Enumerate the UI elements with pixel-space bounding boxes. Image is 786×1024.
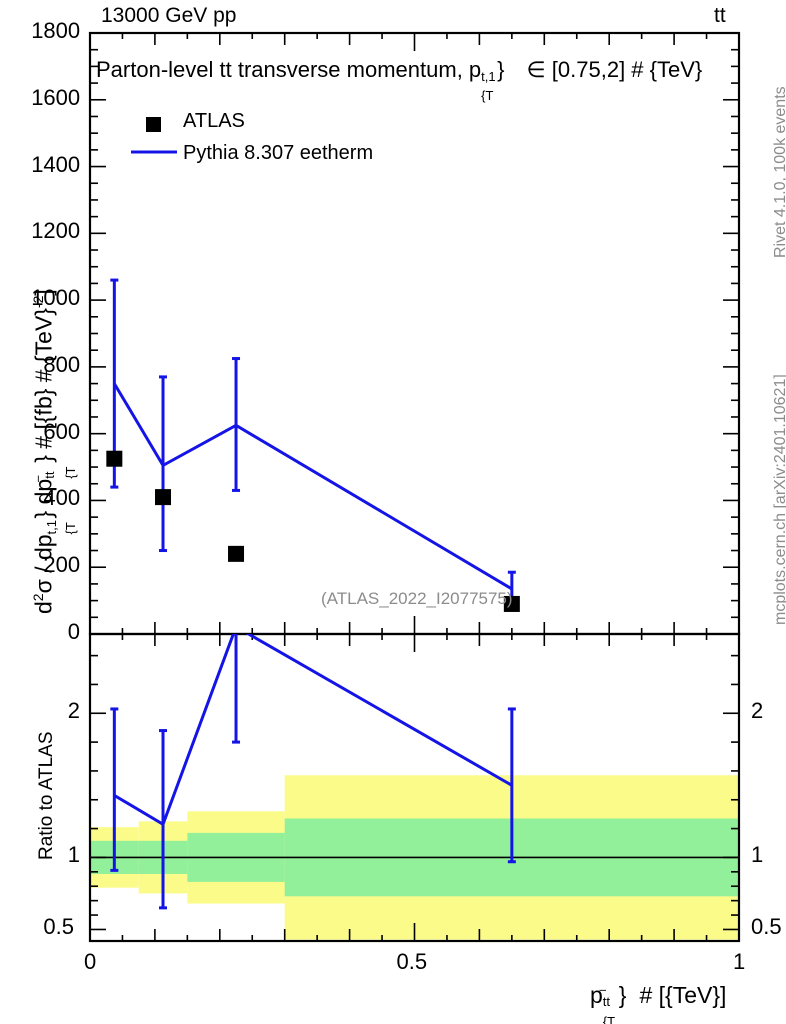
x-axis-label: p{T̅̅tt}# [{TeV}]	[590, 982, 727, 1024]
ylabel-d-sup: 2	[30, 593, 46, 602]
plot-title-sub: {T	[481, 88, 494, 103]
x-tick-label: 0	[84, 949, 97, 974]
y-tick-label-main: 1800	[31, 18, 81, 43]
xlabel-sup: tt	[602, 994, 611, 1009]
mcplots-source-label: mcplots.cern.ch [arXiv:2401.10621]	[772, 374, 786, 625]
ratio-series-group	[110, 634, 516, 910]
legend-marker-atlas	[146, 117, 161, 132]
y-tick-label-main: 600	[43, 418, 81, 444]
mc-curve-ratio	[113, 634, 513, 827]
y-tick-label-ratio: 2	[751, 698, 764, 724]
xlabel-p: p	[590, 982, 603, 1008]
plot-title-main: Parton-level tt transverse momentum, p	[96, 57, 482, 82]
data-marker-atlas	[228, 545, 245, 562]
ylabel-b-sub: {T	[62, 522, 78, 535]
xlabel-sub: {T	[602, 1014, 616, 1024]
data-marker-atlas	[503, 595, 520, 612]
legend-label-atlas: ATLAS	[183, 110, 245, 132]
ylabel-d: d	[30, 601, 57, 614]
plot-title: Parton-level tt transverse momentum, p {T…	[96, 57, 703, 103]
y-tick-label-ratio: 1	[67, 842, 81, 868]
y-tick-label-ratio: 0.5	[751, 914, 782, 940]
x-tick-label: 1	[733, 949, 746, 974]
ylabel-c-sup: tt	[41, 471, 57, 479]
data-marker-atlas	[106, 450, 123, 467]
y-tick-label-main: 1200	[31, 218, 81, 244]
legend-label-pythia: Pythia 8.307 eetherm	[183, 142, 374, 164]
y-tick-label-ratio: 2	[67, 698, 81, 724]
plot-title-sup: t,1	[481, 69, 496, 84]
y-tick-label-main: 400	[43, 485, 81, 511]
analysis-watermark: (ATLAS_2022_I2077575)	[321, 589, 513, 608]
mc-curve-main	[113, 382, 513, 591]
y-tick-label-main: 1600	[31, 84, 81, 110]
ylabel-c-sub: {T	[62, 466, 78, 479]
y-tick-label-ratio: 0.5	[43, 914, 74, 940]
y-tick-label-main: 200	[43, 552, 81, 578]
y-tick-label-ratio: 1	[751, 842, 764, 868]
xlabel-units: # [{TeV}]	[639, 982, 727, 1008]
y-tick-label-main: 1400	[31, 151, 81, 177]
data-marker-atlas	[155, 489, 172, 506]
beam-energy-label: 13000 GeV pp	[101, 4, 237, 27]
x-tick-label: 0.5	[396, 949, 428, 974]
process-label: ̅̅tt	[714, 4, 726, 27]
y-tick-label-main: 1000	[31, 285, 81, 311]
y-tick-label-main: 0	[67, 619, 81, 644]
y-tick-label-main: 800	[43, 351, 81, 377]
ylabel-b-sup: t,1	[43, 519, 59, 535]
ratio-axis-label: Ratio to ATLAS	[36, 731, 57, 861]
rivet-version-label: Rivet 4.1.0, 100k events	[772, 86, 786, 258]
plot-title-tail: ∈ [0.75,2] # {TeV}	[526, 57, 703, 82]
